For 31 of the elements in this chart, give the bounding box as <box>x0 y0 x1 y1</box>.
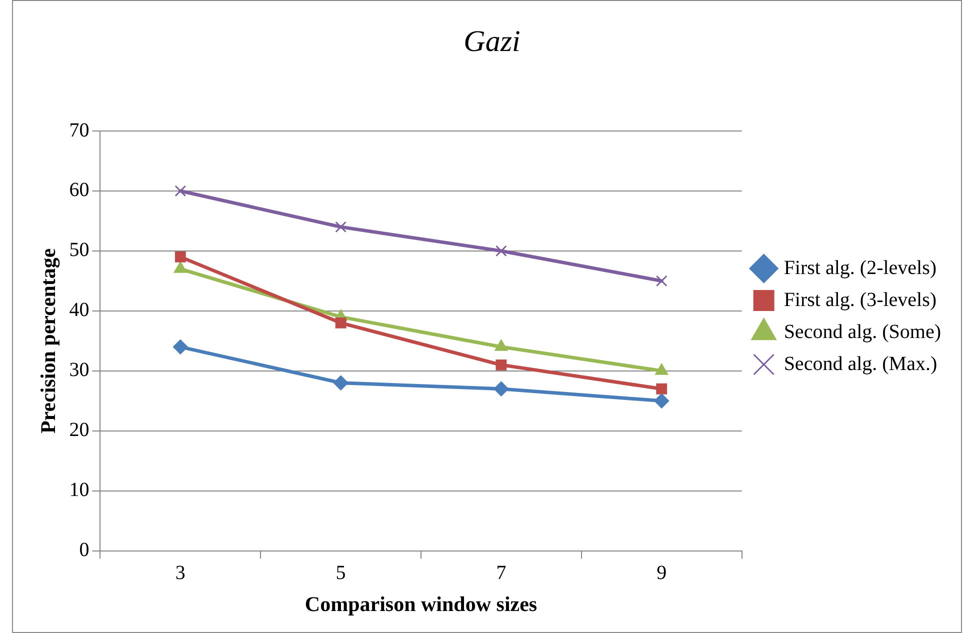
chart-title: Gazi <box>464 24 520 58</box>
point <box>654 393 670 408</box>
legend-label: First alg. (2-levels) <box>784 256 937 279</box>
point <box>174 251 186 262</box>
y-tick-label: 20 <box>69 419 90 442</box>
point <box>496 359 507 370</box>
point <box>494 381 509 396</box>
legend-label: First alg. (3-levels) <box>784 288 937 311</box>
x-tick-label: 7 <box>496 562 506 584</box>
point <box>656 275 668 287</box>
y-tick-label: 40 <box>69 299 90 322</box>
x-tick-label: 3 <box>175 562 186 584</box>
y-axis-title: Precision percentage <box>36 248 60 434</box>
legend-label: Second alg. (Max.) <box>784 352 938 375</box>
point <box>174 185 186 197</box>
point <box>333 375 348 390</box>
point <box>656 383 668 394</box>
point <box>172 339 188 354</box>
legend-label: Second alg. (Some) <box>784 320 941 343</box>
y-tick-label: 70 <box>69 119 90 142</box>
y-tick-label: 60 <box>69 179 90 202</box>
x-axis-title: Comparison window sizes <box>304 592 538 616</box>
y-tick-label: 50 <box>69 239 90 262</box>
x-tick-label: 5 <box>336 562 346 584</box>
point <box>496 245 507 257</box>
y-tick-label: 10 <box>69 479 90 502</box>
x-tick-label: 9 <box>656 562 667 584</box>
point <box>335 317 346 328</box>
point <box>335 221 347 233</box>
y-tick-label: 30 <box>69 359 90 382</box>
y-tick-label: 0 <box>79 539 90 562</box>
